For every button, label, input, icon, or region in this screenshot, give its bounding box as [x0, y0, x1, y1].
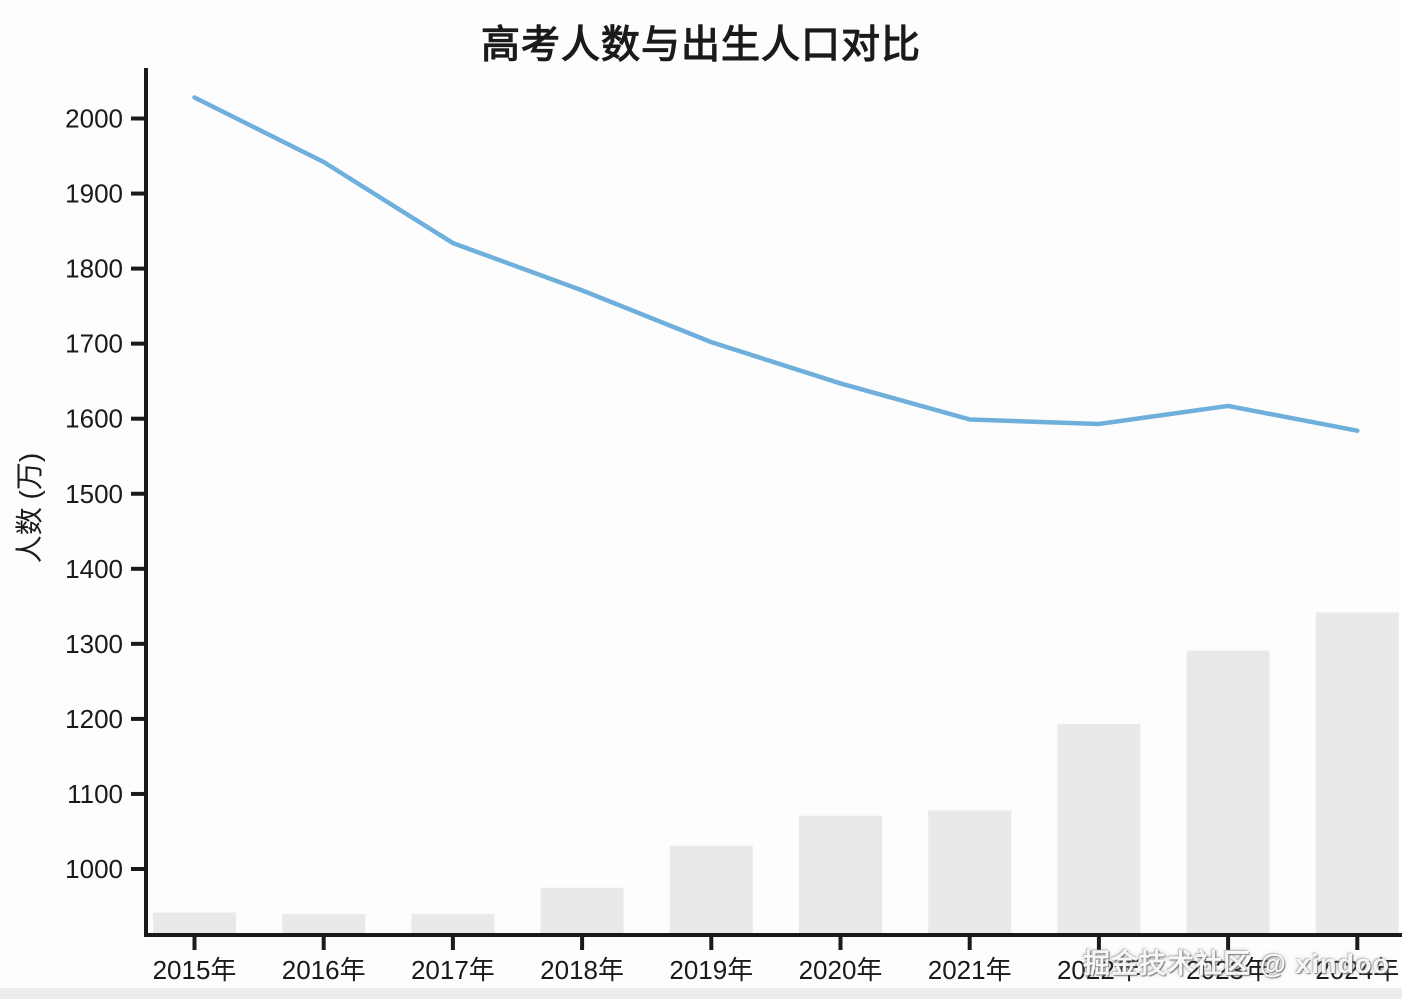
y-tick-label-1000: 1000	[65, 854, 123, 884]
y-tick-label-1700: 1700	[65, 329, 123, 359]
y-tick-label-2000: 2000	[65, 104, 123, 134]
bar-2018年	[540, 887, 624, 935]
bar-2020年	[799, 815, 882, 935]
bar-2023年	[1186, 650, 1270, 935]
x-tick-label-2022年: 2022年	[1057, 955, 1141, 985]
x-tick-label-2023年: 2023年	[1186, 955, 1270, 985]
x-tick-label-2024年: 2024年	[1315, 955, 1399, 985]
bar-2022年	[1057, 724, 1141, 935]
y-tick-label-1500: 1500	[65, 479, 123, 509]
x-tick-label-2018年: 2018年	[540, 955, 624, 985]
x-tick-label-2017年: 2017年	[411, 955, 495, 985]
bottom-edge-strip	[0, 988, 1402, 999]
y-tick-label-1400: 1400	[65, 554, 123, 584]
y-tick-label-1100: 1100	[67, 779, 123, 809]
y-tick-label-1600: 1600	[65, 404, 123, 434]
y-tick-label-1300: 1300	[65, 629, 123, 659]
x-tick-label-2015年: 2015年	[153, 955, 237, 985]
birth-population-line	[192, 95, 1360, 433]
bar-2016年	[282, 914, 366, 935]
bar-2024年	[1315, 612, 1399, 935]
bar-2019年	[669, 845, 753, 935]
watermark: 掘金技术社区 @ xindoo	[1083, 949, 1390, 979]
bar-2021年	[928, 810, 1012, 935]
y-tick-label-1200: 1200	[65, 704, 123, 734]
y-tick-label-1800: 1800	[65, 254, 123, 284]
x-tick-label-2016年: 2016年	[282, 955, 366, 985]
chart-title: 高考人数与出生人口对比	[480, 24, 921, 67]
x-tick-label-2021年: 2021年	[928, 955, 1012, 985]
x-tick-label-2020年: 2020年	[799, 955, 883, 985]
x-tick-label-2019年: 2019年	[669, 955, 753, 985]
bar-2017年	[411, 914, 495, 935]
y-tick-label-1900: 1900	[65, 179, 123, 209]
bar-2015年	[153, 912, 236, 935]
